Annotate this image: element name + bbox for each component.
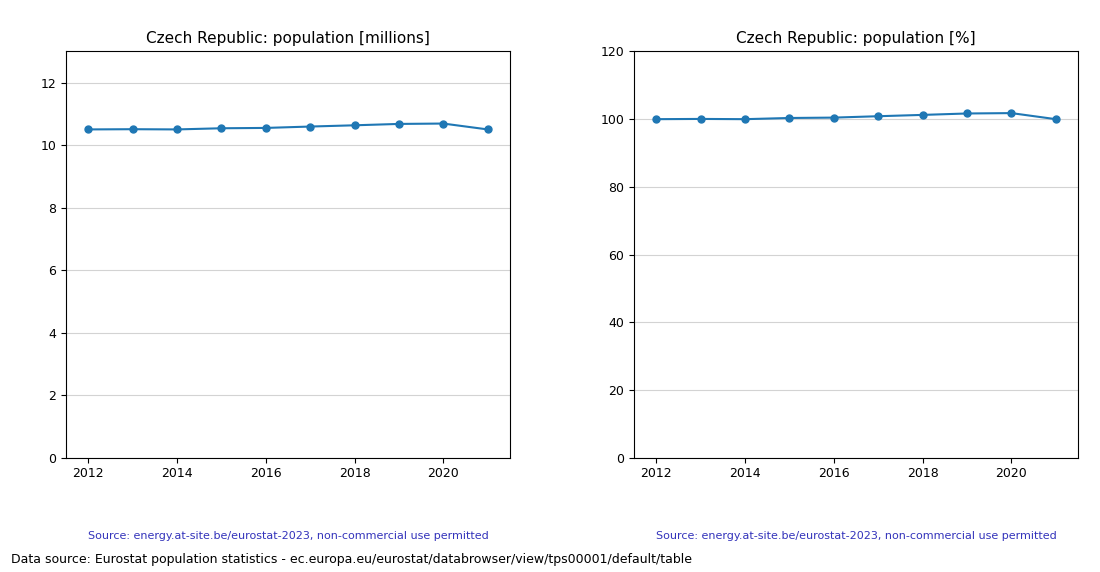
Text: Source: energy.at-site.be/eurostat-2023, non-commercial use permitted: Source: energy.at-site.be/eurostat-2023,… [88, 531, 488, 541]
Text: Source: energy.at-site.be/eurostat-2023, non-commercial use permitted: Source: energy.at-site.be/eurostat-2023,… [656, 531, 1056, 541]
Title: Czech Republic: population [%]: Czech Republic: population [%] [736, 31, 976, 46]
Text: Data source: Eurostat population statistics - ec.europa.eu/eurostat/databrowser/: Data source: Eurostat population statist… [11, 553, 692, 566]
Title: Czech Republic: population [millions]: Czech Republic: population [millions] [146, 31, 430, 46]
